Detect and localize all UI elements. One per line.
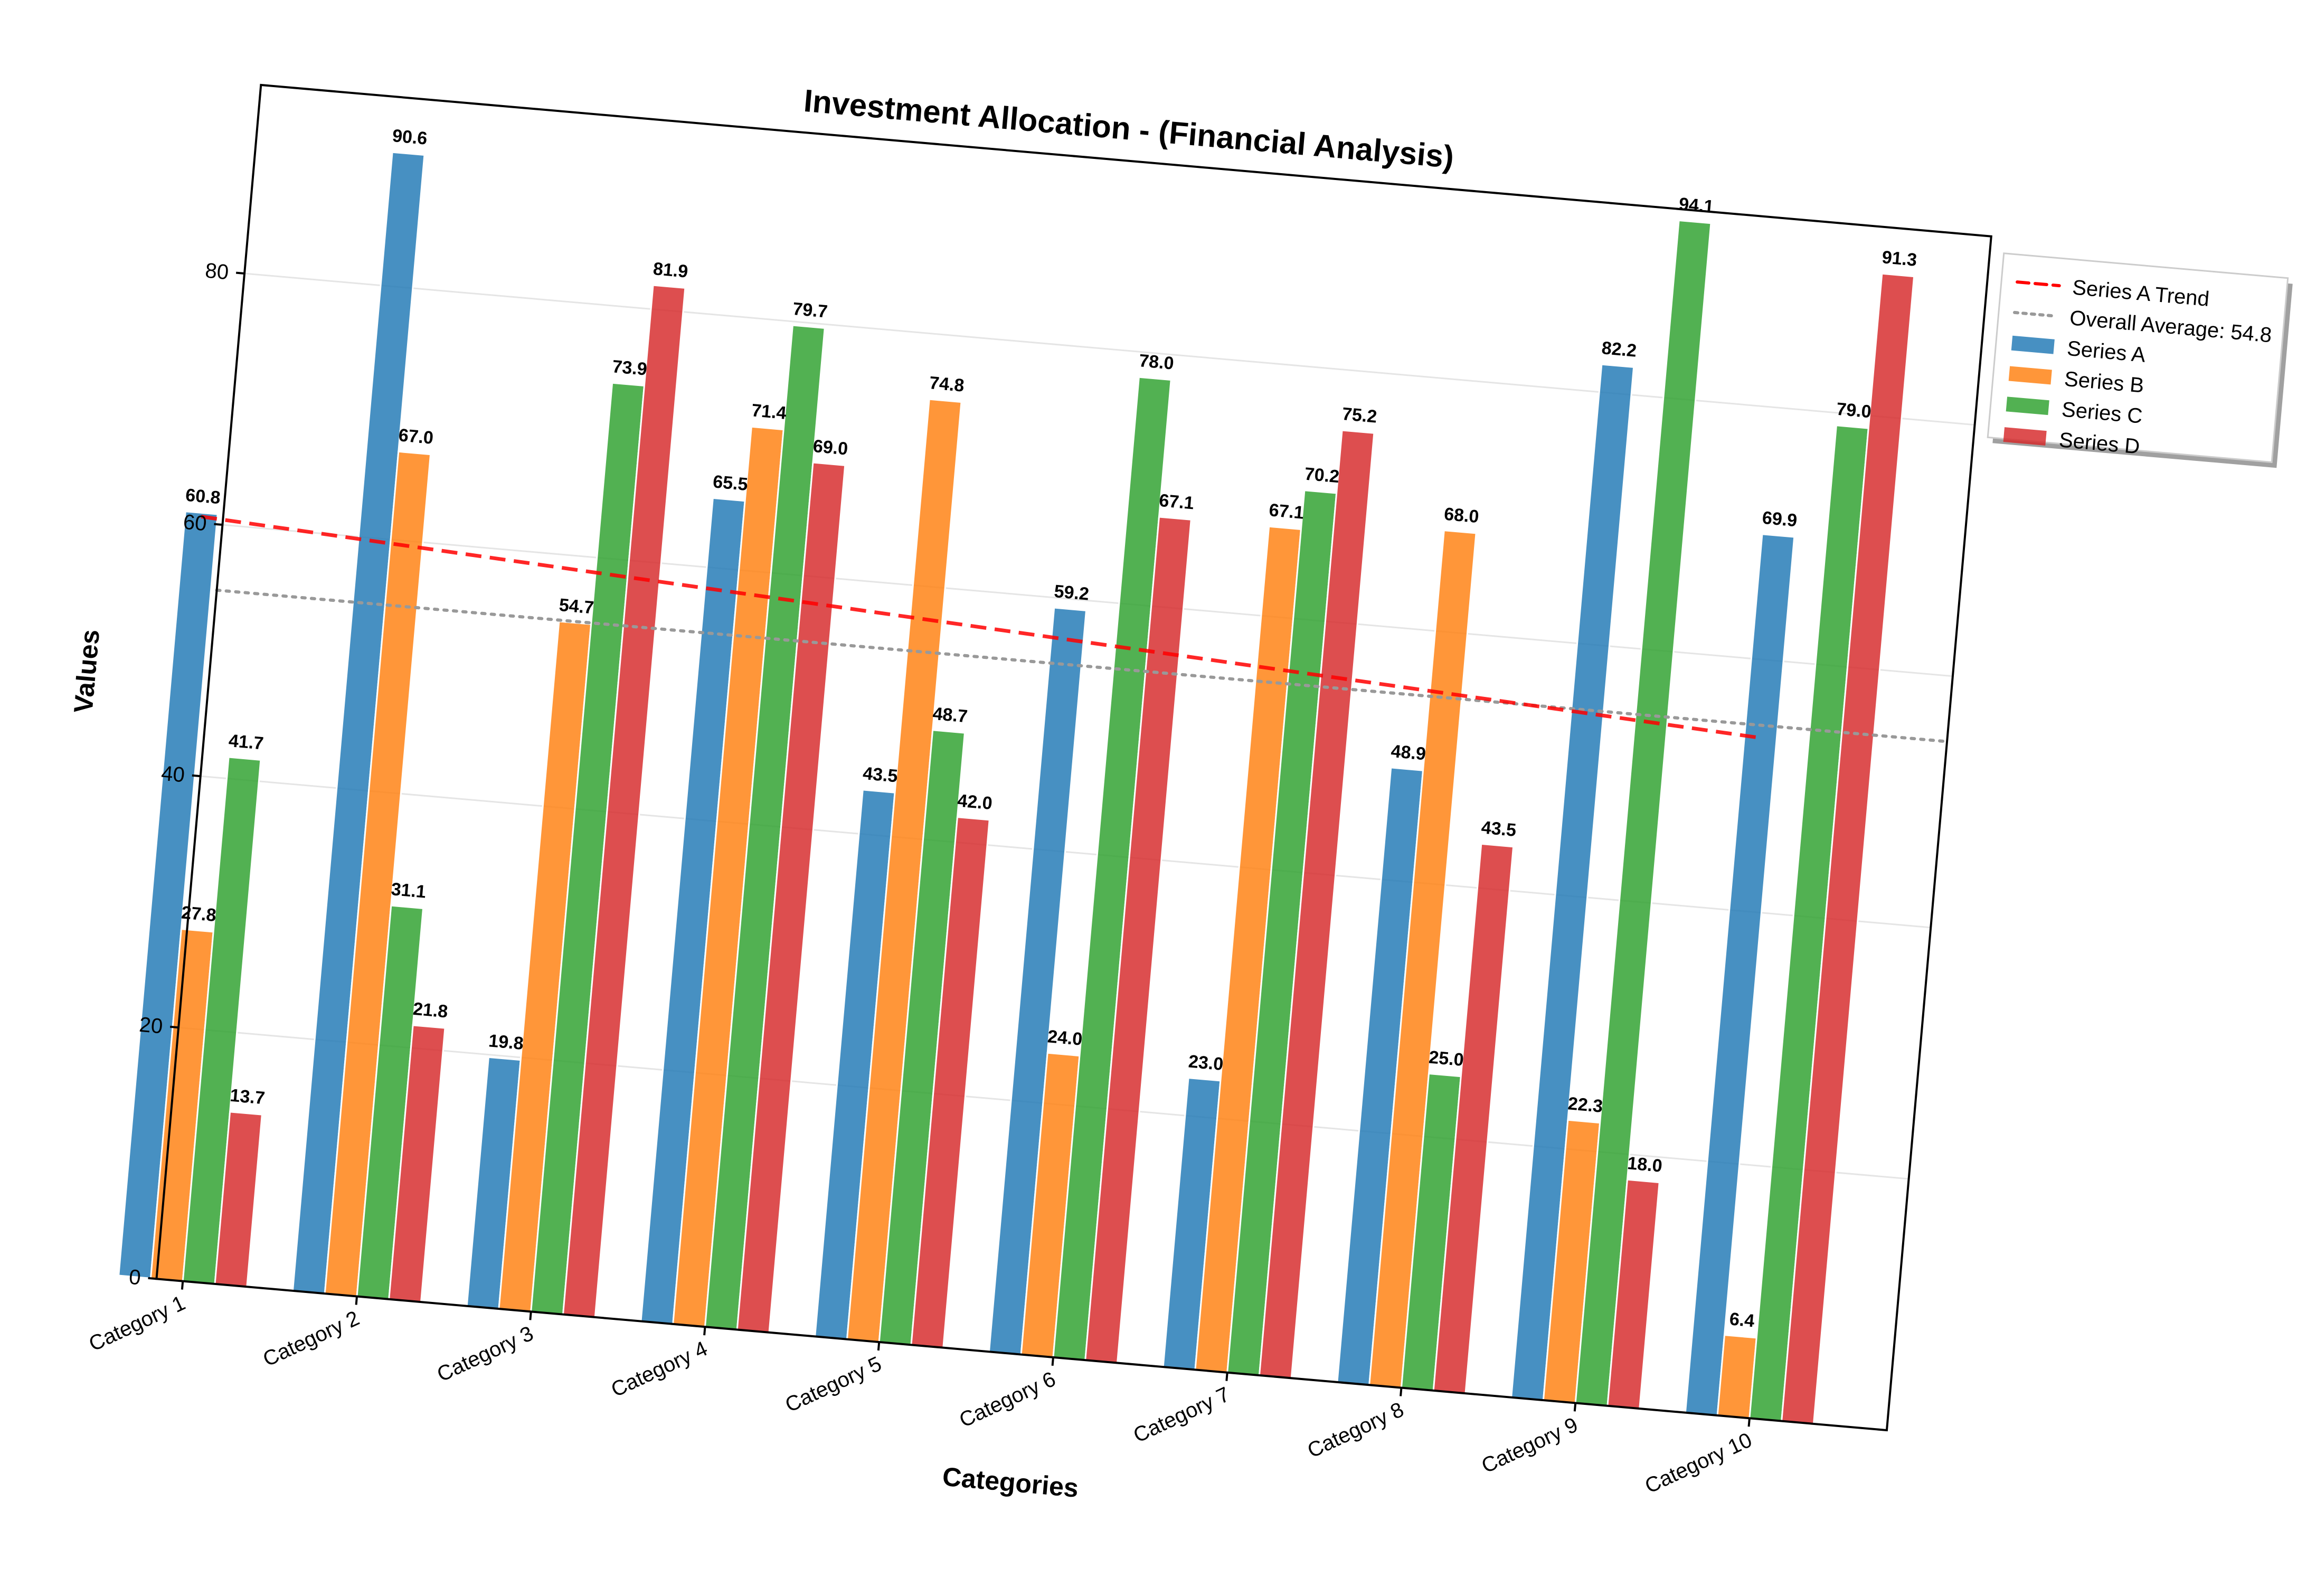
plot-area: 60.8 90.6 19.8 65.5 43.5 59.2 23.0 48.9 82.2 69.9…: [68, 83, 1992, 1503]
legend-box: [1987, 252, 2289, 464]
y-tick-mark: [214, 523, 223, 526]
bar-value-label: 13.7: [229, 1085, 266, 1109]
bar-value-label: 75.2: [1341, 404, 1378, 427]
x-tick-label: Category 2: [259, 1307, 363, 1372]
x-tick-label: Category 1: [86, 1291, 189, 1356]
bar-value-label: 67.1: [1158, 490, 1195, 514]
bar-value-label: 25.0: [1428, 1047, 1464, 1070]
data-labels: 60.8 90.6 19.8 65.5 43.5 59.2 23.0 48.9 82.2 69.9…: [181, 126, 1918, 1331]
bar-value-label: 81.9: [653, 259, 689, 282]
x-tick-label: Category 7: [1130, 1383, 1233, 1448]
bar-value-label: 18.0: [1627, 1153, 1663, 1176]
bar-value-label: 79.7: [792, 299, 828, 322]
x-tick-mark: [703, 1327, 706, 1336]
axes-frame: [155, 83, 1992, 1432]
trend-line: [201, 515, 1761, 740]
bar-value-label: 69.0: [812, 436, 848, 459]
bar-value-label: 79.0: [1836, 399, 1872, 422]
x-tick-label: Category 8: [1304, 1398, 1407, 1463]
bar-value-label: 6.4: [1728, 1309, 1755, 1331]
legend-color-swatch: [2008, 366, 2052, 385]
bar-value-label: 74.8: [929, 373, 965, 396]
bars: [118, 151, 1915, 1425]
bar-value-label: 27.8: [181, 903, 217, 926]
bar-value-label: 67.0: [398, 425, 434, 448]
bar-value-label: 41.7: [228, 731, 264, 754]
x-tick-mark: [1225, 1372, 1228, 1381]
gridline: [244, 272, 1975, 426]
x-tick-label: Category 5: [782, 1352, 885, 1417]
reference-lines: [201, 515, 1949, 743]
x-tick-label: Category 9: [1478, 1413, 1582, 1478]
y-axis-ticks: 0 20 40 60 80: [128, 259, 245, 1290]
bar-value-label: 42.0: [957, 791, 993, 814]
bar-value-label: 78.0: [1138, 351, 1175, 374]
legend-color-swatch: [2003, 427, 2047, 446]
bar-value-label: 43.5: [1480, 817, 1517, 841]
bar-value-label: 31.1: [390, 879, 427, 902]
bar-value-label: 65.5: [712, 471, 749, 495]
bar-value-label: 94.1: [1678, 194, 1715, 217]
bar-value-label: 48.7: [932, 704, 968, 727]
bar-value-label: 70.2: [1303, 464, 1340, 487]
legend-color-swatch: [2006, 396, 2049, 415]
bar-value-label: 90.6: [392, 126, 428, 149]
x-tick-label: Category 10: [1641, 1428, 1755, 1498]
x-tick-label: Category 3: [433, 1321, 537, 1386]
bar-value-label: 71.4: [751, 400, 787, 423]
bar-value-label: 22.3: [1567, 1093, 1603, 1117]
y-tick-label: 80: [204, 259, 230, 285]
bar-value-label: 54.7: [558, 595, 594, 618]
bar-value-label: 73.9: [611, 356, 648, 380]
y-tick-label: 20: [138, 1013, 164, 1038]
x-axis-label: Categories: [941, 1462, 1080, 1503]
x-tick-label: Category 4: [608, 1337, 711, 1402]
average-line: [215, 588, 1949, 743]
bar-value-label: 23.0: [1188, 1052, 1224, 1075]
y-tick-label: 0: [128, 1266, 141, 1290]
bar: [118, 511, 219, 1279]
y-tick-label: 60: [182, 511, 207, 536]
bar-value-label: 82.2: [1601, 338, 1637, 361]
x-tick-mark: [355, 1296, 358, 1305]
legend-line-swatch: [2016, 280, 2061, 288]
bar-value-label: 19.8: [488, 1031, 524, 1054]
bar-value-label: 43.5: [862, 763, 899, 787]
x-tick-mark: [181, 1281, 184, 1290]
bar-value-label: 60.8: [185, 485, 221, 508]
x-tick-label: Category 6: [956, 1367, 1059, 1432]
bar-value-label: 69.9: [1761, 508, 1798, 531]
y-axis-label: Values: [68, 628, 105, 714]
y-tick-mark: [148, 1277, 157, 1280]
x-tick-mark: [529, 1311, 532, 1320]
legend-line-swatch: [2013, 310, 2058, 318]
bar-value-label: 48.9: [1390, 741, 1426, 764]
bar-value-label: 67.1: [1268, 500, 1304, 523]
bar-value-label: 68.0: [1443, 504, 1480, 527]
x-tick-mark: [1747, 1418, 1751, 1427]
bar-value-label: 59.2: [1053, 581, 1090, 605]
bar-value-label: 24.0: [1047, 1026, 1083, 1050]
x-tick-mark: [877, 1342, 881, 1351]
bar-value-label: 91.3: [1881, 247, 1917, 270]
legend-color-swatch: [2011, 335, 2055, 354]
y-tick-label: 40: [160, 762, 186, 787]
bar-value-label: 21.8: [412, 999, 449, 1022]
